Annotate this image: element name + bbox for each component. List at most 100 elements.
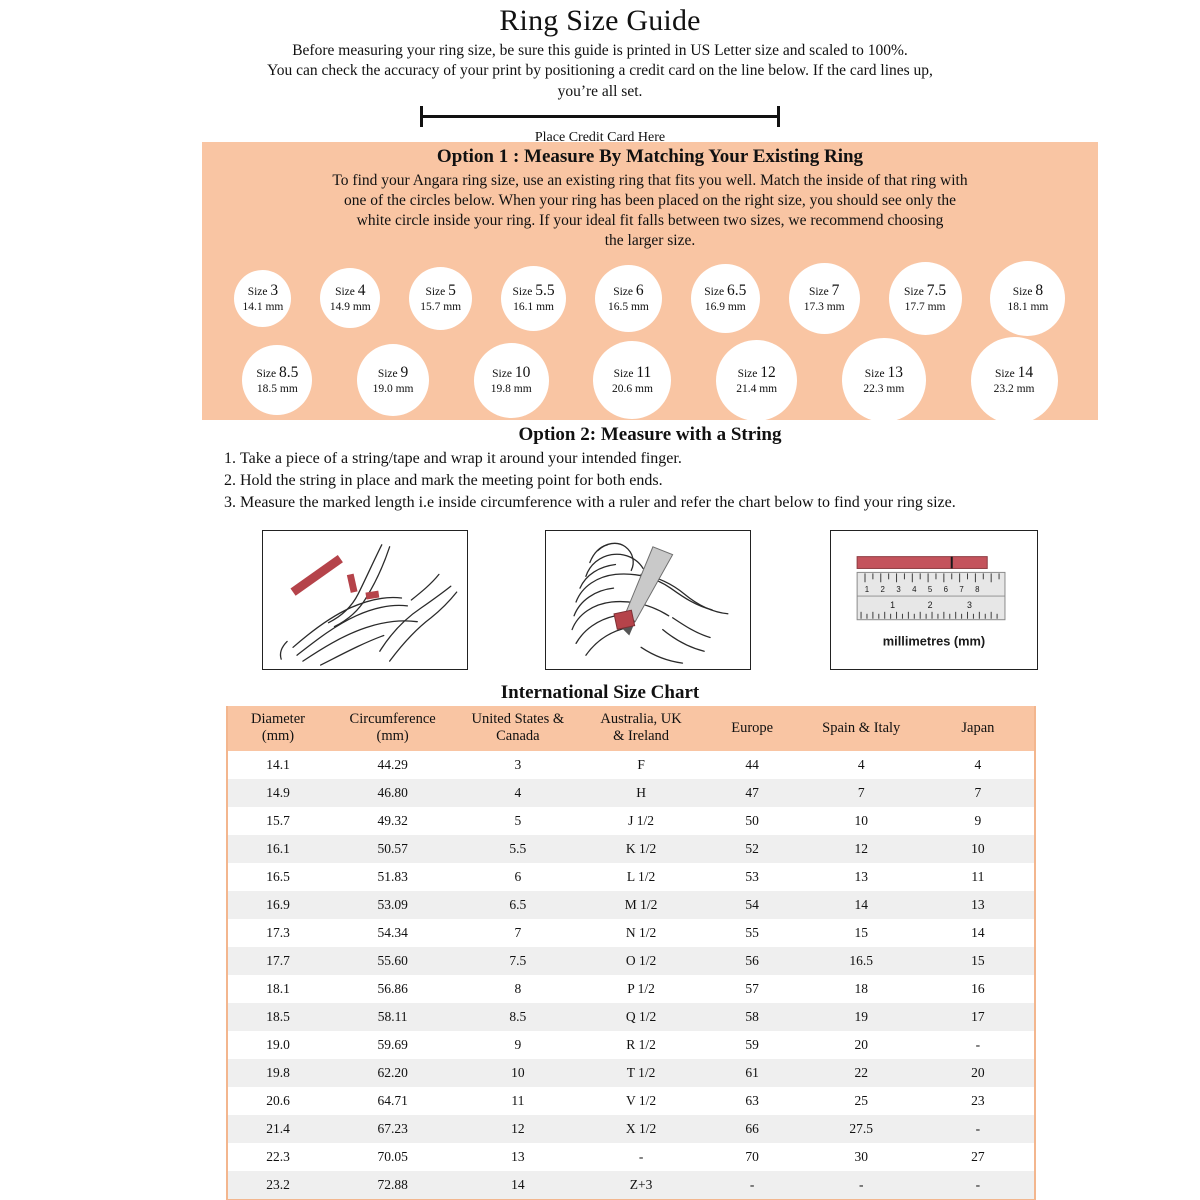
ring-size-circle-9[interactable]: Size 9 19.0 mm (357, 344, 430, 416)
table-cell: 22 (854, 1065, 868, 1081)
table-cell: 47 (745, 785, 759, 801)
hand-with-string-illustration (262, 530, 468, 670)
marking-string-illustration (545, 530, 751, 670)
table-cell: 7 (857, 785, 865, 801)
table-cell: 7 (514, 925, 522, 941)
ring-size-circle-7[interactable]: Size 7 17.3 mm (788, 262, 860, 334)
intro-paragraph: Before measuring your ring size, be sure… (170, 41, 1030, 102)
table-cell: 27 (971, 1149, 985, 1165)
ring-size-circle-4[interactable]: Size 4 14.9 mm (320, 268, 381, 328)
ring-size-circle-row-1: Size 3 14.1 mm Size 4 14.9 mm Size 5 15.7 mm S… (202, 255, 1098, 341)
ring-size-circle-6.5[interactable]: Size 6.5 16.9 mm (690, 263, 760, 333)
ring-diameter-label: 19.0 mm (372, 383, 414, 396)
table-cell: Z+3 (629, 1177, 653, 1193)
table-cell: 14.1 (266, 757, 290, 773)
option2-step: 1. Take a piece of a string/tape and wrap… (224, 448, 1098, 470)
table-cell: 59 (745, 1037, 759, 1053)
ring-size-circle-5.5[interactable]: Size 5.5 16.1 mm (501, 265, 567, 331)
svg-text:4: 4 (912, 585, 917, 594)
credit-card-caption: Place Credit Card Here (534, 130, 666, 146)
option2-step-number: 1. (224, 450, 236, 467)
table-cell: R 1/2 (626, 1037, 656, 1053)
table-cell: 3 (514, 757, 522, 773)
table-cell: 17 (971, 1009, 985, 1025)
ring-size-circle-6[interactable]: Size 6 16.5 mm (594, 264, 662, 332)
ring-diameter-label: 19.8 mm (490, 383, 532, 396)
table-cell: 6 (514, 869, 522, 885)
table-cell: 4 (857, 757, 865, 773)
table-cell: 19.8 (266, 1065, 290, 1081)
option1-panel: Option 1 : Measure By Matching Your Exis… (202, 142, 1098, 424)
ring-size-label: Size 5.5 (512, 281, 555, 299)
ring-diameter-label: 21.4 mm (736, 383, 778, 396)
option2-step-number: 2. (224, 471, 236, 489)
page-header: Ring Size Guide Before measuring your ri… (0, 0, 1200, 102)
intro-line-2: You can check the accuracy of your print… (267, 62, 933, 80)
table-cell: 11 (511, 1093, 525, 1109)
ring-size-label: Size 3 (247, 281, 279, 299)
table-cell: 20.6 (266, 1093, 290, 1109)
svg-text:2: 2 (928, 600, 933, 610)
ring-size-circle-10[interactable]: Size 10 19.8 mm (473, 342, 549, 418)
table-cell: 4 (974, 757, 982, 773)
international-size-chart-wrap: Diameter (mm) Circumference (mm) United Stat… (226, 706, 1036, 1200)
chart-column-header: Europe (703, 706, 801, 752)
table-cell: 17.7 (266, 953, 290, 969)
intro-line-1: Before measuring your ring size, be sure… (292, 42, 908, 59)
table-cell: 14 (511, 1177, 525, 1193)
ring-size-circle-3[interactable]: Size 3 14.1 mm (234, 269, 292, 327)
gauge-right-cap (777, 106, 780, 128)
chart-column-header: United States & Canada (457, 706, 579, 752)
ring-size-circle-13[interactable]: Size 13 22.3 mm (841, 338, 926, 422)
ring-size-circle-8[interactable]: Size 8 18.1 mm (990, 260, 1066, 336)
ring-size-circle-7.5[interactable]: Size 7.5 17.7 mm (888, 261, 962, 335)
ring-size-label: Size 11 (613, 363, 652, 381)
table-cell: 5 (514, 813, 522, 829)
table-cell: 16.5 (849, 953, 874, 969)
table-cell: 44.29 (377, 757, 408, 773)
international-size-chart: Diameter (mm) Circumference (mm) United Stat… (226, 706, 1036, 1200)
table-cell: 19.0 (266, 1037, 290, 1053)
table-cell: 15 (854, 925, 868, 941)
table-cell: 16.1 (266, 841, 290, 857)
ring-diameter-label: 16.9 mm (704, 301, 746, 314)
ring-size-label: Size 8.5 (256, 363, 299, 381)
table-cell: 70 (745, 1149, 759, 1165)
ring-size-circle-14[interactable]: Size 14 23.2 mm (970, 336, 1058, 424)
chart-column-header: Japan (921, 706, 1035, 752)
table-cell: 66 (745, 1121, 759, 1137)
table-cell: 18 (854, 981, 868, 997)
chart-column-header: Circumference (mm) (328, 706, 458, 752)
option1-body-line-1: To find your Angara ring size, use an ex… (332, 171, 968, 189)
ring-size-label: Size 4 (335, 281, 366, 299)
table-cell: 55.60 (377, 953, 408, 969)
table-cell: 25 (854, 1093, 868, 1109)
ring-size-circle-12[interactable]: Size 12 21.4 mm (716, 339, 798, 421)
table-row: 19.8 62.20 10 T 1/2 61 22 20 (227, 1059, 1035, 1088)
svg-text:1: 1 (890, 600, 895, 610)
table-cell: 14 (854, 897, 868, 913)
table-cell: 54 (745, 897, 759, 913)
table-cell: 21.4 (266, 1121, 290, 1137)
ring-size-circle-8.5[interactable]: Size 8.5 18.5 mm (242, 345, 313, 415)
ring-diameter-label: 22.3 mm (863, 383, 905, 396)
ring-size-label: Size 6 (613, 281, 644, 299)
ring-diameter-label: 16.1 mm (513, 301, 554, 314)
table-cell: 23.2 (266, 1177, 290, 1193)
ring-size-circle-11[interactable]: Size 11 20.6 mm (593, 341, 672, 419)
table-cell: 20 (971, 1065, 985, 1081)
table-row: 16.1 50.57 5.5 K 1/2 52 12 10 (227, 835, 1035, 864)
table-cell: N 1/2 (625, 925, 657, 941)
option1-body-line-2: one of the circles below. When your ring… (343, 191, 957, 209)
table-cell: 7 (974, 785, 982, 801)
table-cell: 16 (971, 981, 985, 997)
table-cell: - (749, 1177, 755, 1193)
ring-size-circle-5[interactable]: Size 5 15.7 mm (409, 266, 473, 330)
svg-text:1: 1 (865, 585, 869, 594)
ring-diameter-label: 14.1 mm (242, 301, 284, 314)
chart-body: 14.1 44.29 3 F 44 4 4 14.9 46.80 4 H 47 7 7 15.7 49.32 5… (227, 751, 1035, 1200)
ring-diameter-label: 16.5 mm (607, 301, 649, 314)
option2-step-text: Take a piece of a string/tape and wrap i… (240, 450, 682, 467)
table-cell: 55 (745, 925, 759, 941)
